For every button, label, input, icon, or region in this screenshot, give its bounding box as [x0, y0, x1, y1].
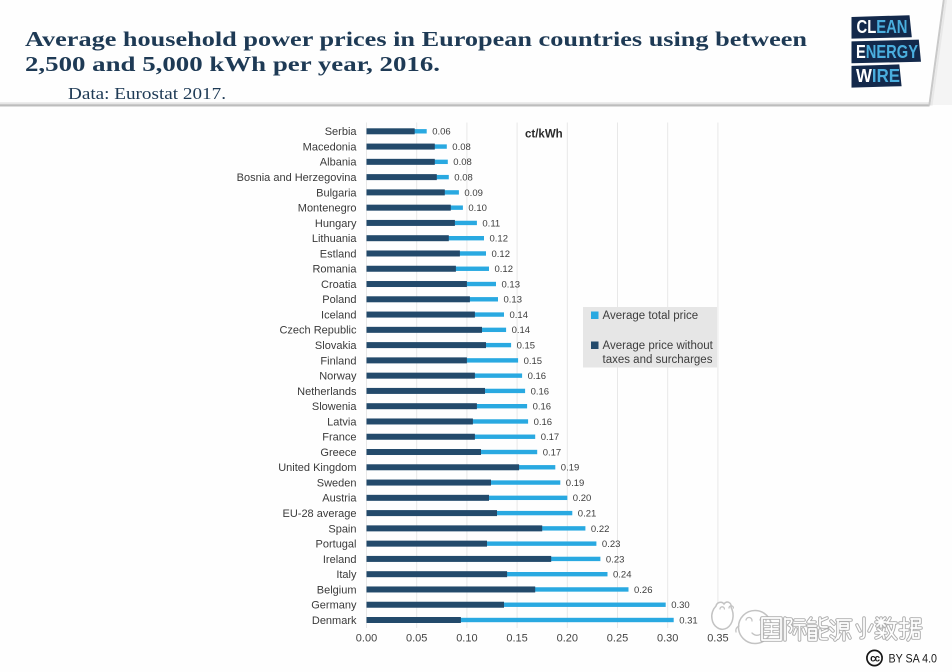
svg-text:Belgium: Belgium [317, 584, 357, 596]
svg-text:0.21: 0.21 [578, 509, 597, 520]
svg-text:Greece: Greece [320, 447, 356, 459]
svg-text:0.00: 0.00 [356, 633, 377, 645]
svg-text:0.16: 0.16 [531, 386, 550, 397]
svg-text:0.15: 0.15 [517, 341, 536, 352]
svg-text:0.13: 0.13 [504, 295, 523, 306]
svg-text:0.13: 0.13 [502, 279, 521, 290]
svg-text:0.19: 0.19 [561, 463, 580, 474]
svg-text:0.22: 0.22 [591, 524, 610, 535]
svg-text:EU-28 average: EU-28 average [283, 508, 357, 520]
svg-text:0.10: 0.10 [468, 203, 487, 214]
svg-text:Germany: Germany [311, 600, 357, 612]
svg-text:France: France [322, 432, 356, 444]
svg-text:BY SA 4.0: BY SA 4.0 [889, 652, 938, 666]
svg-text:Bulgaria: Bulgaria [316, 187, 357, 199]
svg-text:Average household power prices: Average household power prices in Europe… [25, 27, 807, 51]
svg-text:Czech Republic: Czech Republic [279, 325, 357, 337]
svg-text:0.17: 0.17 [541, 432, 560, 443]
svg-text:ENERGY: ENERGY [856, 42, 918, 62]
svg-text:0.23: 0.23 [606, 554, 625, 565]
svg-text:United Kingdom: United Kingdom [278, 462, 356, 474]
svg-text:0.11: 0.11 [482, 218, 500, 229]
svg-text:Netherlands: Netherlands [297, 386, 357, 398]
svg-text:0.20: 0.20 [557, 633, 578, 645]
svg-text:Portugal: Portugal [316, 539, 357, 551]
svg-text:Macedonia: Macedonia [303, 141, 358, 153]
svg-text:Romania: Romania [312, 264, 357, 276]
svg-text:0.17: 0.17 [543, 447, 562, 458]
svg-text:Sweden: Sweden [317, 477, 357, 489]
svg-text:0.05: 0.05 [406, 633, 427, 645]
svg-text:0.15: 0.15 [524, 356, 543, 367]
svg-text:Poland: Poland [322, 294, 356, 306]
svg-text:0.16: 0.16 [533, 402, 552, 413]
svg-text:CLEAN: CLEAN [857, 17, 908, 37]
svg-text:taxes and surcharges: taxes and surcharges [603, 354, 713, 366]
svg-text:0.25: 0.25 [607, 633, 628, 645]
svg-text:0.12: 0.12 [492, 249, 511, 260]
svg-text:0.15: 0.15 [506, 633, 527, 645]
svg-text:0.14: 0.14 [512, 325, 530, 336]
svg-text:cc: cc [870, 653, 880, 664]
svg-text:0.20: 0.20 [573, 493, 592, 504]
svg-text:Albania: Albania [320, 157, 358, 169]
svg-text:Data: Eurostat 2017.: Data: Eurostat 2017. [68, 84, 226, 103]
svg-text:Bosnia and Herzegovina: Bosnia and Herzegovina [237, 172, 358, 184]
svg-text:Latvia: Latvia [327, 416, 357, 428]
svg-text:Iceland: Iceland [321, 309, 356, 321]
svg-text:Ireland: Ireland [323, 554, 357, 566]
svg-text:Serbia: Serbia [325, 126, 358, 138]
svg-text:0.14: 0.14 [510, 310, 529, 321]
svg-text:0.12: 0.12 [495, 264, 514, 275]
svg-text:Estland: Estland [320, 248, 357, 260]
svg-text:0.16: 0.16 [528, 371, 547, 382]
svg-text:Finland: Finland [320, 355, 356, 367]
svg-text:WIRE: WIRE [856, 66, 900, 86]
svg-text:Average total price: Average total price [603, 310, 699, 322]
svg-text:0.08: 0.08 [454, 173, 473, 184]
svg-text:Hungary: Hungary [315, 218, 357, 230]
svg-text:Norway: Norway [319, 371, 357, 383]
svg-text:Croatia: Croatia [321, 279, 357, 291]
svg-text:0.09: 0.09 [464, 188, 483, 199]
svg-text:0.24: 0.24 [613, 570, 632, 581]
svg-text:0.19: 0.19 [566, 478, 585, 489]
svg-text:Average price without: Average price without [603, 340, 714, 352]
svg-text:0.06: 0.06 [432, 127, 451, 138]
svg-text:0.10: 0.10 [456, 633, 477, 645]
svg-text:0.26: 0.26 [634, 585, 653, 596]
svg-text:0.31: 0.31 [679, 615, 698, 626]
svg-text:0.30: 0.30 [657, 633, 678, 645]
svg-text:0.35: 0.35 [707, 633, 728, 645]
svg-text:0.08: 0.08 [452, 142, 471, 153]
svg-text:Montenegro: Montenegro [298, 203, 357, 215]
svg-text:ct/kWh: ct/kWh [525, 129, 563, 141]
svg-text:2,500 and 5,000 kWh per year,: 2,500 and 5,000 kWh per year, 2016. [25, 52, 440, 76]
svg-text:0.23: 0.23 [602, 539, 621, 550]
svg-text:0.30: 0.30 [671, 600, 690, 611]
svg-text:Slowenia: Slowenia [312, 401, 358, 413]
svg-text:0.08: 0.08 [453, 157, 472, 168]
svg-text:Lithuania: Lithuania [312, 233, 358, 245]
svg-text:Austria: Austria [322, 493, 357, 505]
svg-text:Spain: Spain [328, 523, 356, 535]
svg-text:0.16: 0.16 [534, 417, 553, 428]
svg-text:0.12: 0.12 [490, 234, 509, 245]
svg-text:Denmark: Denmark [312, 615, 357, 627]
svg-text:Italy: Italy [336, 569, 357, 581]
svg-text:Slovakia: Slovakia [315, 340, 357, 352]
